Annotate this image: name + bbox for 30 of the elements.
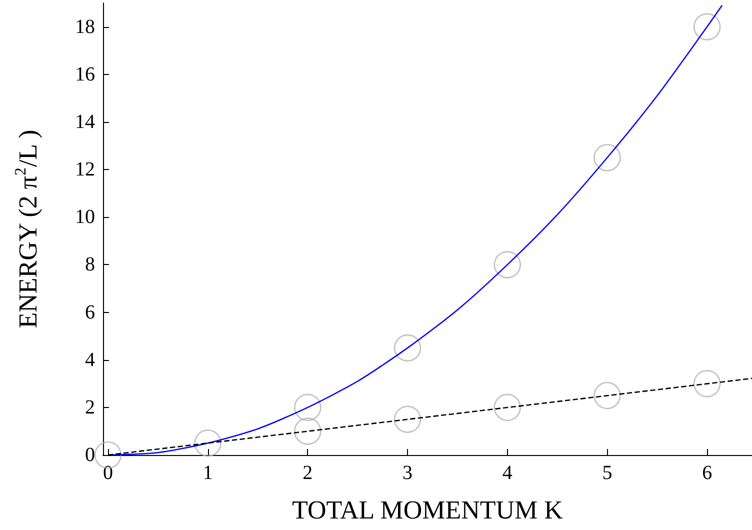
x-tick-label: 0: [102, 462, 113, 484]
point: [394, 406, 422, 433]
point: [394, 334, 422, 362]
y-tick-label: 6: [85, 301, 95, 324]
y-tick-label: 8: [85, 254, 95, 276]
y-tick-label: 18: [75, 16, 95, 38]
point: [194, 429, 222, 457]
point: [494, 251, 522, 278]
y-tick-label: 0: [85, 444, 95, 466]
x-tick-label: 1: [202, 462, 213, 484]
x-tick-label: 4: [502, 462, 512, 484]
point: [693, 13, 721, 40]
y-tick-label: 16: [75, 63, 95, 86]
x-tick-label: 2: [302, 462, 313, 484]
y-tick-label: 14: [75, 110, 95, 133]
x-tick-label: 5: [602, 462, 612, 484]
y-tick-label: 10: [75, 206, 95, 228]
point: [594, 144, 621, 172]
x-axis-title: TOTAL MOMENTUM K: [292, 496, 564, 524]
y-tick-label: 4: [85, 348, 95, 371]
y-axis-title: ENERGY (2 π2/L ): [12, 130, 42, 328]
point: [294, 394, 322, 422]
y-tick-label: 12: [75, 158, 95, 181]
point: [294, 418, 322, 445]
point: [693, 370, 721, 398]
x-tick-label: 3: [402, 462, 413, 484]
point: [494, 394, 522, 422]
x-tick-label: 6: [702, 462, 712, 484]
point: [594, 382, 621, 410]
y-tick-label: 2: [85, 396, 95, 418]
